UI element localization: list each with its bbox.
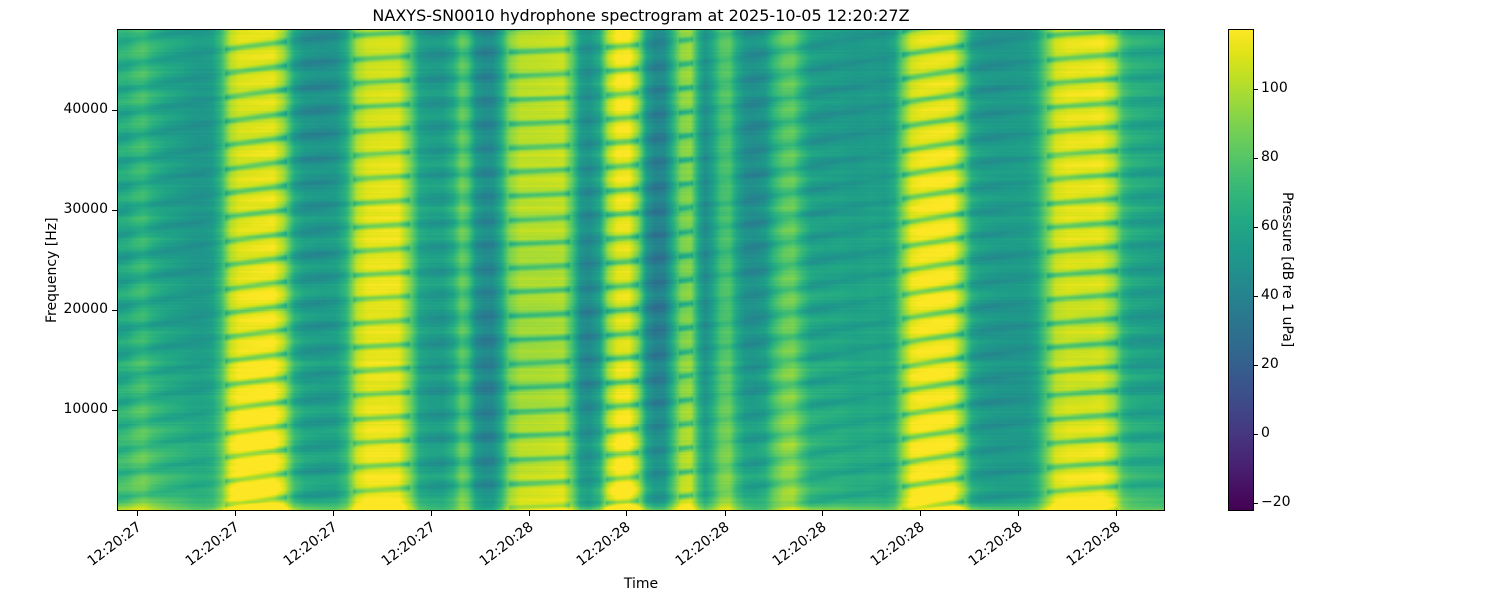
x-tick-label: 12:20:27 [182, 519, 243, 570]
x-tick-label: 12:20:28 [965, 519, 1026, 570]
colorbar-tick-label: 60 [1261, 218, 1279, 234]
colorbar-tick-mark [1254, 227, 1258, 228]
x-tick-mark [626, 511, 627, 516]
colorbar-tick-label: 100 [1261, 80, 1288, 96]
x-tick-label: 12:20:27 [280, 519, 341, 570]
y-tick-mark [112, 110, 117, 111]
y-tick-label: 30000 [63, 201, 108, 217]
x-tick-mark [529, 511, 530, 516]
colorbar-tick-label: 80 [1261, 149, 1279, 165]
chart-title: NAXYS-SN0010 hydrophone spectrogram at 2… [372, 6, 910, 25]
colorbar-frame [1228, 29, 1254, 511]
x-tick-mark [920, 511, 921, 516]
colorbar-gradient [1229, 30, 1253, 510]
x-axis-label: Time [623, 576, 659, 592]
x-tick-mark [235, 511, 236, 516]
x-tick-label: 12:20:28 [1063, 519, 1124, 570]
colorbar-tick-mark [1254, 158, 1258, 159]
x-tick-mark [137, 511, 138, 516]
colorbar-tick-label: 0 [1261, 425, 1270, 441]
colorbar-tick-mark [1254, 434, 1258, 435]
y-tick-mark [112, 210, 117, 211]
plot-frame [117, 29, 1165, 511]
x-tick-label: 12:20:27 [378, 519, 439, 570]
colorbar-tick-mark [1254, 296, 1258, 297]
x-tick-mark [725, 511, 726, 516]
x-tick-label: 12:20:28 [672, 519, 733, 570]
x-tick-mark [333, 511, 334, 516]
y-tick-label: 10000 [63, 401, 108, 417]
y-tick-mark [112, 310, 117, 311]
y-tick-label: 20000 [63, 301, 108, 317]
colorbar-tick-label: 20 [1261, 356, 1279, 372]
colorbar-label: Pressure [dB re 1 uPa] [1279, 192, 1295, 348]
colorbar-tick-label: −20 [1261, 494, 1291, 510]
x-tick-mark [822, 511, 823, 516]
x-tick-label: 12:20:28 [867, 519, 928, 570]
x-tick-mark [431, 511, 432, 516]
x-tick-mark [1018, 511, 1019, 516]
x-tick-label: 12:20:27 [84, 519, 145, 570]
spectrogram-heatmap [118, 30, 1164, 510]
x-tick-label: 12:20:28 [769, 519, 830, 570]
y-tick-label: 40000 [63, 101, 108, 117]
colorbar-tick-mark [1254, 89, 1258, 90]
colorbar-tick-label: 40 [1261, 287, 1279, 303]
y-tick-mark [112, 410, 117, 411]
colorbar-tick-mark [1254, 365, 1258, 366]
colorbar-tick-mark [1254, 503, 1258, 504]
x-tick-label: 12:20:28 [573, 519, 634, 570]
x-tick-mark [1116, 511, 1117, 516]
x-tick-label: 12:20:28 [476, 519, 537, 570]
